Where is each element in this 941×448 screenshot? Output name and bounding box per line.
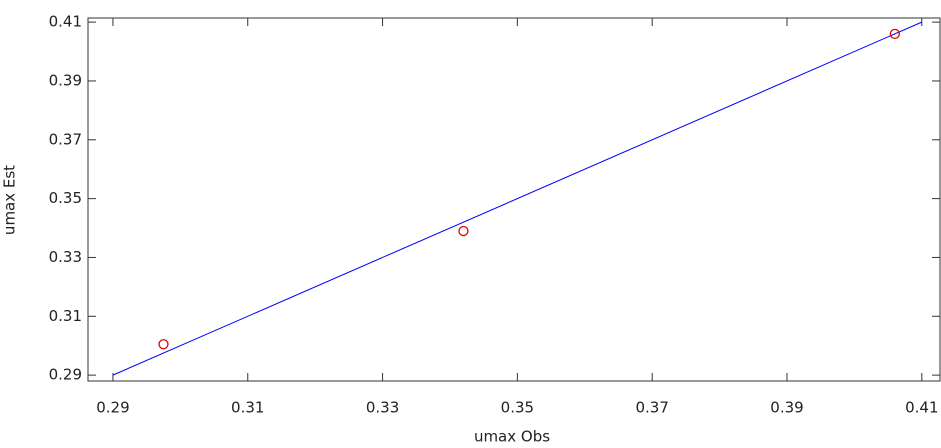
y-tick-label: 0.31 <box>49 307 82 325</box>
x-tick-label: 0.31 <box>231 399 264 417</box>
point <box>458 225 469 237</box>
y-tick-label: 0.37 <box>49 130 82 148</box>
x-tick-label: 0.39 <box>770 399 803 417</box>
y-tick-label: 0.33 <box>49 248 82 266</box>
x-tick-label: 0.29 <box>96 399 129 417</box>
x-tick-label: 0.33 <box>366 399 399 417</box>
y-tick-label: 0.29 <box>49 366 82 384</box>
x-tick-label: 0.37 <box>635 399 668 417</box>
x-tick-label: 0.35 <box>501 399 534 417</box>
x-tick-label: 0.41 <box>905 399 938 417</box>
x-axis-label: umax Obs <box>474 428 550 446</box>
point <box>158 339 169 350</box>
y-tick-label: 0.41 <box>49 13 82 31</box>
point <box>889 28 900 40</box>
y-axis-label: umax Est <box>1 165 19 235</box>
plot-frame <box>87 17 941 382</box>
y-tick-label: 0.35 <box>49 189 82 207</box>
reference-line <box>112 21 923 376</box>
y-tick-label: 0.39 <box>49 71 82 89</box>
